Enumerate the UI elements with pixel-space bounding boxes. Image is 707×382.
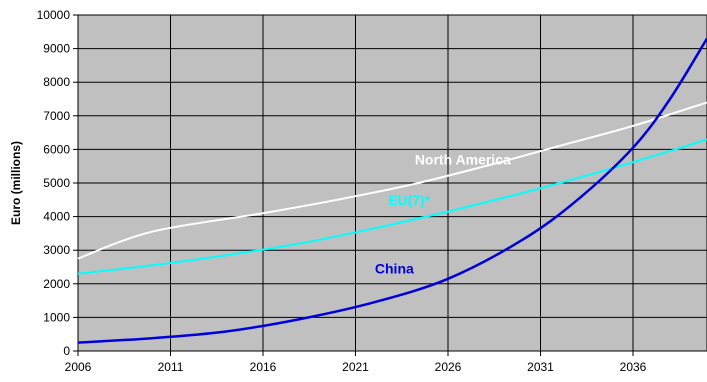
series-labels: North America EU(7)* China	[375, 152, 511, 277]
x-tick-label: 2031	[527, 360, 554, 374]
y-axis-label: Euro (millions)	[9, 141, 23, 225]
series-line-north-america	[77, 101, 707, 260]
x-tick-labels: 2006 2011 2016 2021 2026 2031 2036	[65, 360, 647, 374]
x-tick-label: 2016	[250, 360, 277, 374]
series-lines	[77, 37, 707, 344]
x-tick-label: 2006	[65, 360, 92, 374]
series-line-china	[77, 37, 707, 344]
y-tick-label: 1000	[43, 310, 70, 324]
y-tick-label: 7000	[43, 109, 70, 123]
x-tick-label: 2021	[342, 360, 369, 374]
y-tick-label: 0	[63, 344, 70, 358]
y-tick-label: 6000	[43, 142, 70, 156]
series-label-china: China	[375, 261, 414, 277]
series-label-north-america: North America	[415, 152, 511, 168]
y-tick-label: 2000	[43, 277, 70, 291]
series-label-eu-7: EU(7)*	[388, 192, 431, 208]
axes	[73, 14, 707, 356]
y-tick-label: 5000	[43, 176, 70, 190]
y-tick-labels: 0 1000 2000 3000 4000 5000 6000 7000 8000 9000 100…	[37, 8, 71, 358]
y-tick-label: 4000	[43, 210, 70, 224]
y-tick-label: 3000	[43, 243, 70, 257]
x-tick-label: 2011	[158, 360, 184, 374]
x-tick-label: 2036	[620, 360, 647, 374]
y-tick-label: 8000	[43, 75, 70, 89]
y-tick-label: 10000	[37, 8, 71, 22]
y-tick-label: 9000	[43, 42, 70, 56]
x-tick-label: 2026	[435, 360, 462, 374]
series-line-eu-7	[77, 138, 707, 275]
gridlines	[78, 14, 707, 352]
